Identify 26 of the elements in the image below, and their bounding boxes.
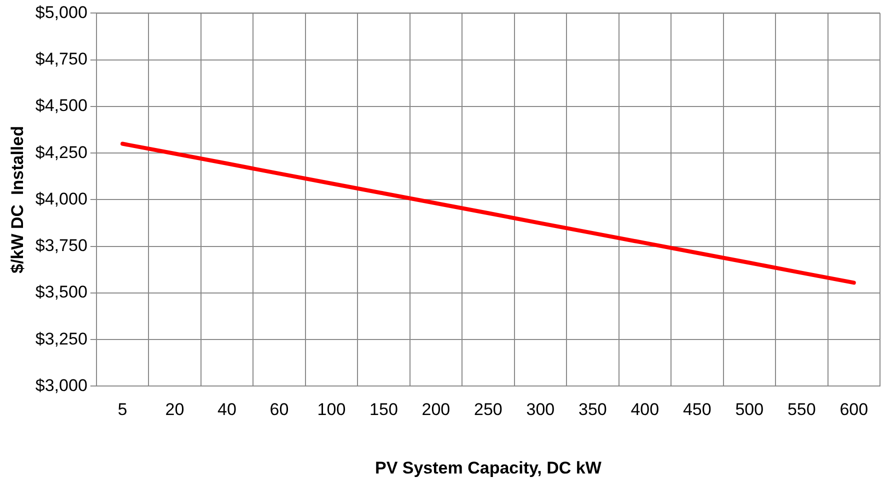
y-tick-label: $4,750 [35,50,88,69]
y-tick-label: $4,500 [35,96,88,116]
x-tick-label: 40 [218,400,236,420]
x-tick-label: 300 [526,400,555,420]
x-tick-label: 550 [787,400,816,420]
x-tick-label: 60 [270,400,289,420]
y-tick-label: $3,500 [35,282,88,302]
y-tick-label: $3,250 [35,329,88,348]
y-axis-title: $/kW DC Installed [8,126,27,274]
y-tick-label: $4,250 [35,142,88,162]
x-tick-label: 20 [165,400,184,420]
y-tick-label: $3,000 [35,376,88,395]
x-tick-label: 200 [422,400,450,420]
y-tick-label: $4,000 [35,189,88,208]
y-tick-label: $3,750 [35,236,88,256]
x-tick-label: 5 [118,400,128,420]
x-tick-label: 150 [370,400,398,420]
x-tick-label: 250 [474,400,502,420]
x-tick-label: 450 [682,400,712,420]
x-tick-label: 350 [578,400,607,420]
x-tick-label: 100 [317,400,346,420]
x-axis-title: PV System Capacity, DC kW [374,458,602,478]
x-tick-label: 500 [735,400,764,420]
x-tick-label: 400 [630,400,660,420]
x-tick-label: 600 [840,400,868,420]
y-tick-label: $5,000 [35,2,88,22]
